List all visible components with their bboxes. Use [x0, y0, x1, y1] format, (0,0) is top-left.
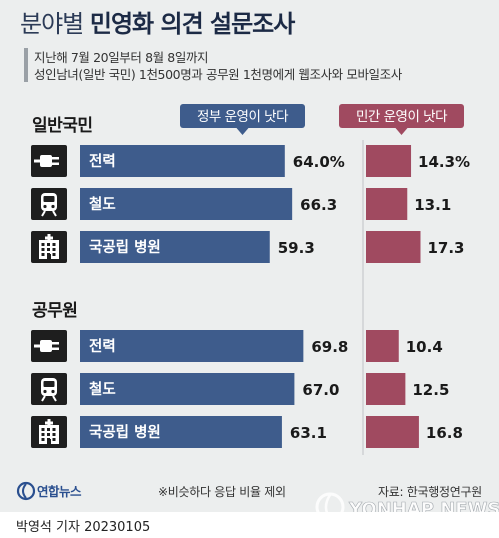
category-label: 철도: [89, 196, 116, 213]
byline: 박영석 기자 20230105: [16, 520, 151, 535]
private-bar: [366, 416, 419, 448]
category-label: 전력: [89, 337, 116, 355]
train-rails: [41, 210, 57, 217]
hospital-icon: [31, 231, 67, 263]
gov-bar: [80, 330, 304, 362]
yonhap-logo-mark: [22, 483, 27, 499]
page-title: 분야별 민영화 의견 설문조사: [20, 8, 295, 40]
hospital-window: [52, 433, 56, 436]
private-bar: [366, 330, 399, 362]
gov-value-label: 69.8: [311, 338, 348, 356]
hospital-window: [41, 433, 45, 436]
private-bar: [366, 188, 408, 220]
gov-bar: [80, 231, 270, 263]
plug-cable: [34, 344, 40, 348]
hospital-window: [52, 243, 56, 246]
hospital-window: [47, 428, 50, 431]
subtitle-line-2: 성인남녀(일반 국민) 1천500명과 공무원 1천명에게 웹조사와 모바일조사: [34, 67, 402, 82]
gov-value-label: 66.3: [300, 196, 337, 214]
hospital-window: [47, 243, 50, 246]
gov-value-label: 63.1: [290, 424, 327, 442]
plug-prong-top: [52, 157, 59, 160]
gov-bar: [80, 145, 285, 177]
train-light-left: [43, 389, 47, 394]
footnote: ※비슷하다 응답 비율 제외: [158, 485, 286, 499]
hospital-window: [41, 248, 45, 251]
category-label: 국공립 병원: [89, 424, 161, 441]
source-label: 자료: 한국행정연구원: [378, 484, 482, 499]
private-bar: [366, 145, 412, 177]
subtitle-line-1: 지난해 7월 20일부터 8월 8일까지: [34, 50, 209, 65]
hospital-icon: [31, 416, 67, 448]
hospital-window: [52, 438, 56, 441]
title-bold: 민영화 의견 설문조사: [89, 10, 295, 38]
legend-government-label: 정부 운영이 낫다: [197, 109, 289, 125]
yonhap-logo-icon: [16, 481, 36, 501]
private-value-label: 10.4: [406, 338, 443, 356]
train-window: [43, 196, 55, 202]
train-icon: [31, 188, 67, 220]
hospital-cross-h: [45, 236, 53, 240]
hospital-window: [52, 248, 56, 251]
hospital-window: [47, 248, 50, 251]
plug-icon: [31, 145, 67, 177]
hospital-window: [41, 243, 45, 246]
legend-government: 정부 운영이 낫다: [180, 104, 305, 135]
plug-cable: [34, 159, 40, 163]
train-window: [43, 381, 55, 387]
category-label: 철도: [89, 381, 116, 398]
legend-government-box: [180, 104, 305, 128]
train-light-left: [43, 204, 47, 209]
hospital-door: [47, 254, 51, 259]
group-title: 공무원: [32, 301, 77, 321]
subtitle-accent-bar: [24, 48, 28, 82]
private-value-label: 16.8: [426, 424, 463, 442]
private-value-label: 13.1: [414, 196, 451, 214]
legend-private-box: [339, 104, 464, 128]
hospital-window: [52, 253, 56, 256]
hospital-window: [41, 438, 45, 441]
plug-body: [40, 155, 52, 167]
category-label: 전력: [89, 152, 116, 170]
plug-prong-top: [52, 342, 59, 345]
footer: 박영석 기자 20230105: [0, 512, 499, 538]
yonhap-logo-text: 연합뉴스: [37, 484, 82, 499]
legend-private-pointer: [395, 128, 408, 135]
gov-value-label: 64.0%: [293, 153, 345, 171]
private-value-label: 14.3%: [418, 153, 470, 171]
plug-icon: [31, 330, 67, 362]
plug-prong-bottom: [52, 162, 59, 165]
gov-bar: [80, 373, 295, 405]
legend-government-pointer: [236, 128, 249, 135]
legend-private-label: 민간 운영이 낫다: [356, 109, 448, 125]
yonhap-logo: 연합뉴스: [16, 481, 83, 501]
category-label: 국공립 병원: [89, 239, 161, 256]
hospital-cross-h: [45, 421, 53, 425]
private-value-label: 17.3: [427, 239, 464, 257]
train-rails: [41, 395, 57, 402]
train-icon: [31, 373, 67, 405]
train-light-right: [51, 204, 55, 209]
private-bar: [366, 373, 406, 405]
plug-body: [40, 340, 52, 352]
hospital-window: [41, 253, 45, 256]
plug-prong-bottom: [52, 347, 59, 350]
train-light-right: [51, 389, 55, 394]
group-title: 일반국민: [32, 116, 93, 136]
gov-bar: [80, 416, 282, 448]
gov-value-label: 59.3: [278, 239, 315, 257]
title-light: 분야별: [20, 10, 84, 38]
gov-value-label: 67.0: [302, 381, 339, 399]
private-value-label: 12.5: [412, 381, 449, 399]
legend-private: 민간 운영이 낫다: [339, 104, 464, 135]
private-bar: [366, 231, 421, 263]
hospital-window: [41, 428, 45, 431]
gov-bar: [80, 188, 293, 220]
hospital-door: [47, 439, 51, 444]
hospital-window: [52, 428, 56, 431]
hospital-window: [47, 433, 50, 436]
